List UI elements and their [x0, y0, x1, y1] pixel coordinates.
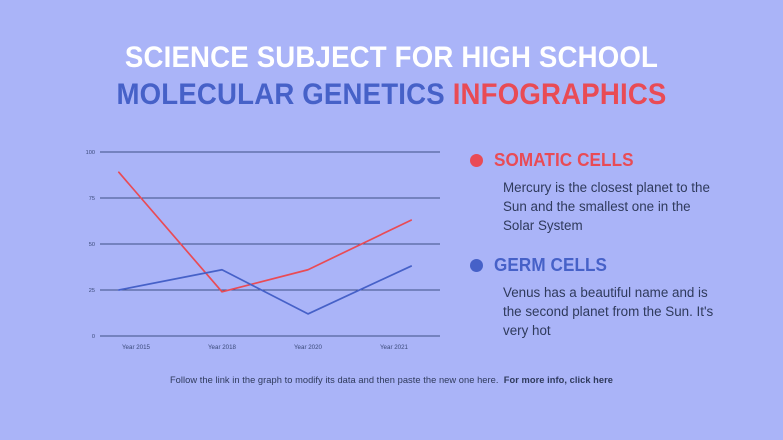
- chart-series-germ-cells: [117, 265, 413, 315]
- title-line-2: MOLECULAR GENETICS INFOGRAPHICS: [31, 77, 751, 111]
- legend-dot-icon-somatic-cells: [470, 154, 483, 167]
- title-infographics: INFOGRAPHICS: [452, 77, 667, 111]
- legend-group-germ-cells: GERM CELLS Venus has a beautiful name an…: [470, 255, 770, 340]
- title-line-1: SCIENCE SUBJECT FOR HIGH SCHOOL: [124, 41, 659, 74]
- x-axis-tick-label: Year 2021: [380, 344, 409, 351]
- legend-dot-icon-germ-cells: [470, 259, 483, 273]
- legend-label-germ-cells: GERM CELLS: [494, 255, 608, 276]
- footer-note-text: Follow the link in the graph to modify i…: [169, 375, 499, 385]
- y-axis-tick-label: 0: [92, 334, 95, 340]
- chart-x-axis-labels: Year 2015 Year 2018 Year 2020 Year 2021: [122, 344, 409, 351]
- footer-more-info-link[interactable]: For more info, click here: [503, 375, 614, 385]
- chart-series-lines: [117, 171, 413, 315]
- legend-column: SOMATIC CELLS Mercury is the closest pla…: [470, 150, 770, 340]
- x-axis-tick-label: Year 2020: [294, 344, 323, 351]
- legend-header-germ-cells: GERM CELLS: [470, 255, 770, 276]
- x-axis-tick-label: Year 2015: [122, 344, 151, 351]
- legend-header-somatic-cells: SOMATIC CELLS: [470, 150, 770, 171]
- chart-gridlines: [100, 151, 440, 337]
- chart-y-axis-labels: 0 25 50 75 100: [86, 150, 95, 340]
- line-chart: 0 25 50 75 100 Year 2015 Year 2018 Year 2020 Ye…: [74, 144, 442, 356]
- title-molecular-genetics: MOLECULAR GENETICS: [116, 77, 445, 111]
- legend-label-somatic-cells: SOMATIC CELLS: [494, 150, 634, 170]
- legend-description-somatic-cells: Mercury is the closest planet to the Sun…: [503, 180, 710, 234]
- y-axis-tick-label: 50: [89, 242, 95, 248]
- y-axis-tick-label: 100: [86, 150, 95, 156]
- chart-series-somatic-cells: [117, 171, 413, 293]
- legend-description-germ-cells: Venus has a beautiful name and is the se…: [503, 285, 714, 339]
- page-title: SCIENCE SUBJECT FOR HIGH SCHOOL MOLECULA…: [0, 42, 783, 111]
- legend-group-somatic-cells: SOMATIC CELLS Mercury is the closest pla…: [470, 150, 770, 235]
- y-axis-tick-label: 25: [89, 288, 95, 294]
- footer-note: Follow the link in the graph to modify i…: [0, 375, 783, 385]
- x-axis-tick-label: Year 2018: [208, 344, 237, 351]
- y-axis-tick-label: 75: [89, 196, 95, 202]
